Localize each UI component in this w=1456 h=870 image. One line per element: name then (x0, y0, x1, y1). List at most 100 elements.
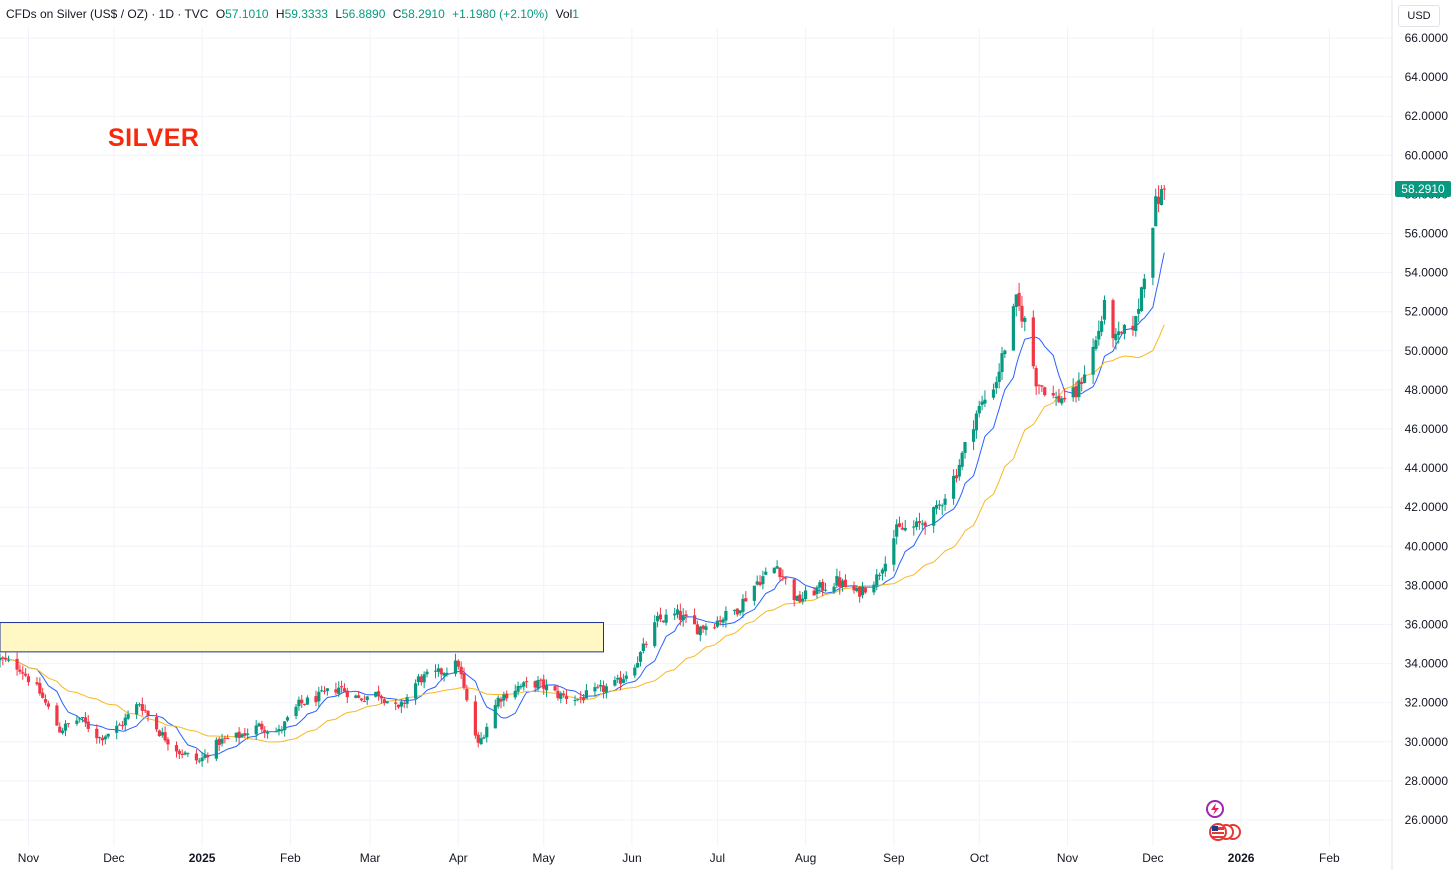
candle-down (1037, 384, 1041, 395)
candle-up (126, 710, 130, 721)
candle-down (1162, 184, 1166, 201)
candle-down (4, 652, 8, 663)
x-tick-label: Nov (1057, 851, 1078, 865)
x-tick-label: Jun (622, 851, 641, 865)
candle-down (314, 690, 318, 707)
candle-up (815, 585, 819, 599)
candle-up (1137, 298, 1141, 323)
x-tick-label: Dec (1142, 851, 1163, 865)
candle-down (744, 591, 748, 603)
candle-up (795, 595, 799, 602)
symbol-title[interactable]: CFDs on Silver (US$ / OZ) · 1D · TVC (6, 7, 209, 21)
candle-down (206, 752, 210, 764)
candle-up (673, 607, 677, 620)
candle-up (892, 529, 896, 572)
candle-down (1080, 377, 1084, 392)
candle-down (678, 603, 682, 626)
candle-down (812, 586, 816, 596)
candle-down (476, 731, 480, 748)
candle-up (772, 567, 776, 574)
candle-up (860, 581, 865, 599)
candle-up (536, 676, 540, 692)
y-tick-label: 32.0000 (1405, 696, 1449, 710)
x-tick-label: Oct (970, 851, 989, 865)
candle-up (277, 724, 281, 736)
candle-up (75, 716, 79, 726)
candle-down (644, 641, 648, 648)
candle-down (83, 712, 87, 727)
candle-down (556, 684, 560, 701)
candle-up (1023, 316, 1027, 332)
candle-up (604, 683, 608, 699)
candle-up (325, 688, 329, 696)
candle-down (379, 694, 384, 704)
close-value: 58.2910 (401, 7, 445, 21)
candle-up (943, 493, 947, 511)
candle-down (792, 578, 796, 607)
candle-up (878, 572, 882, 581)
candle-down (1074, 381, 1078, 403)
price-axis[interactable]: 26.0000 28.0000 30.0000 32.0000 34.0000 36.00… (1391, 0, 1456, 870)
volume-value: 1 (572, 7, 579, 21)
candle-up (1077, 372, 1081, 401)
x-tick-label: Mar (360, 851, 381, 865)
currency-selector[interactable]: USD (1398, 5, 1440, 27)
candle-up (135, 702, 139, 720)
candle-down (394, 699, 398, 711)
candle-down (419, 674, 423, 686)
candle-down (601, 680, 606, 699)
chart-icons[interactable] (1200, 798, 1246, 844)
candle-down (237, 727, 241, 745)
candle-down (581, 693, 586, 704)
candle-up (80, 716, 85, 723)
candle-down (345, 687, 349, 704)
candle-up (761, 570, 765, 590)
candle-up (453, 653, 458, 677)
candle-up (855, 585, 859, 593)
candle-up (1139, 286, 1144, 312)
candle-up (283, 721, 287, 737)
candle-up (977, 400, 981, 418)
candle-down (758, 575, 762, 587)
candle-up (915, 517, 919, 531)
candle-down (334, 682, 338, 696)
candle-down (35, 677, 39, 686)
candle-down (1051, 385, 1055, 399)
candle-up (240, 732, 244, 738)
candle-up (724, 606, 728, 628)
candle-down (120, 720, 125, 730)
candle-up (1014, 294, 1018, 317)
candle-up (320, 685, 324, 693)
candle-down (174, 741, 179, 758)
candle-down (618, 671, 623, 691)
time-axis[interactable]: Nov Dec 2025 Feb Mar Apr May Jun Jul Aug Sep Oct Nov… (18, 851, 1340, 865)
y-tick-label: 50.0000 (1405, 344, 1449, 358)
candle-up (895, 519, 899, 545)
lightning-icon[interactable] (1206, 800, 1224, 818)
candle-up (115, 720, 119, 740)
candle-up (613, 676, 617, 687)
candle-up (1154, 188, 1158, 227)
economic-events-icon[interactable] (1209, 823, 1241, 841)
candle-down (712, 623, 717, 630)
candle-down (357, 690, 361, 699)
candle-up (704, 623, 708, 636)
candle-down (539, 678, 543, 687)
candle-up (1097, 320, 1101, 346)
candle-up (875, 569, 879, 591)
x-tick-label: Dec (103, 851, 124, 865)
candle-up (496, 695, 500, 709)
candle-down (180, 749, 184, 759)
candle-up (1117, 321, 1121, 344)
candle-up (681, 608, 685, 627)
y-tick-label: 44.0000 (1405, 461, 1449, 475)
candle-up (234, 732, 238, 742)
candle-up (183, 750, 187, 756)
candle-down (38, 677, 42, 696)
candle-up (841, 578, 845, 592)
candle-down (661, 620, 665, 624)
candle-down (217, 736, 221, 752)
candle-down (1043, 386, 1047, 397)
